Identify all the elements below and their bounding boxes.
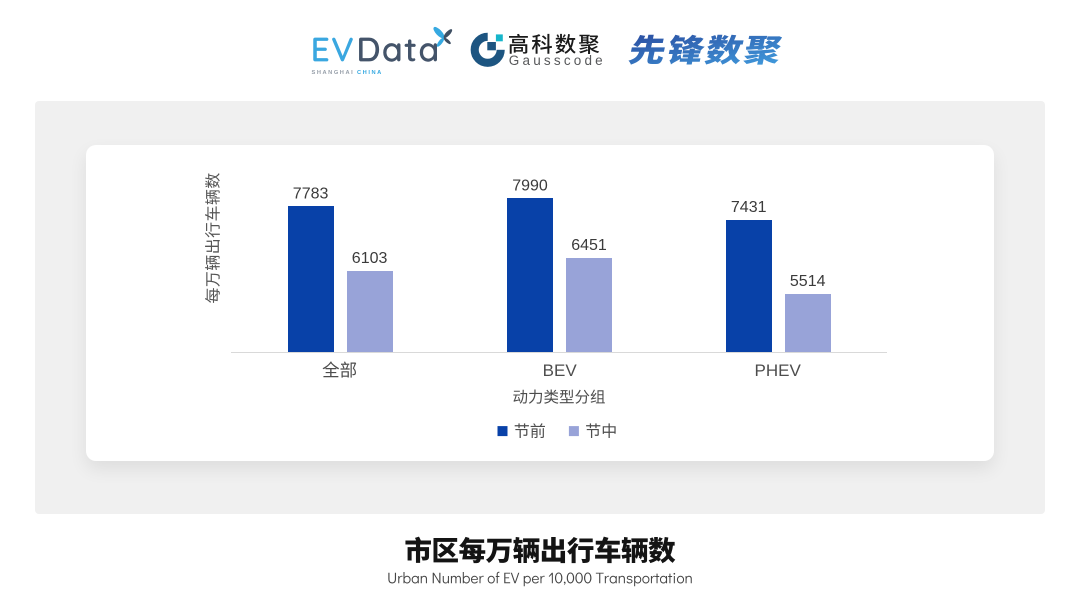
svg-text:Gausscode: Gausscode [509,53,606,68]
svg-text:BEV: BEV [543,361,578,380]
svg-text:7431: 7431 [731,199,767,216]
svg-text:6451: 6451 [571,237,607,254]
svg-text:5514: 5514 [790,273,826,290]
svg-text:7990: 7990 [512,178,548,195]
svg-text:6103: 6103 [352,250,388,267]
svg-text:PHEV: PHEV [755,361,802,380]
svg-text:SHANGHAI: SHANGHAI [312,70,355,76]
svg-text:7783: 7783 [293,186,329,203]
svg-text:CHINA: CHINA [357,70,383,76]
